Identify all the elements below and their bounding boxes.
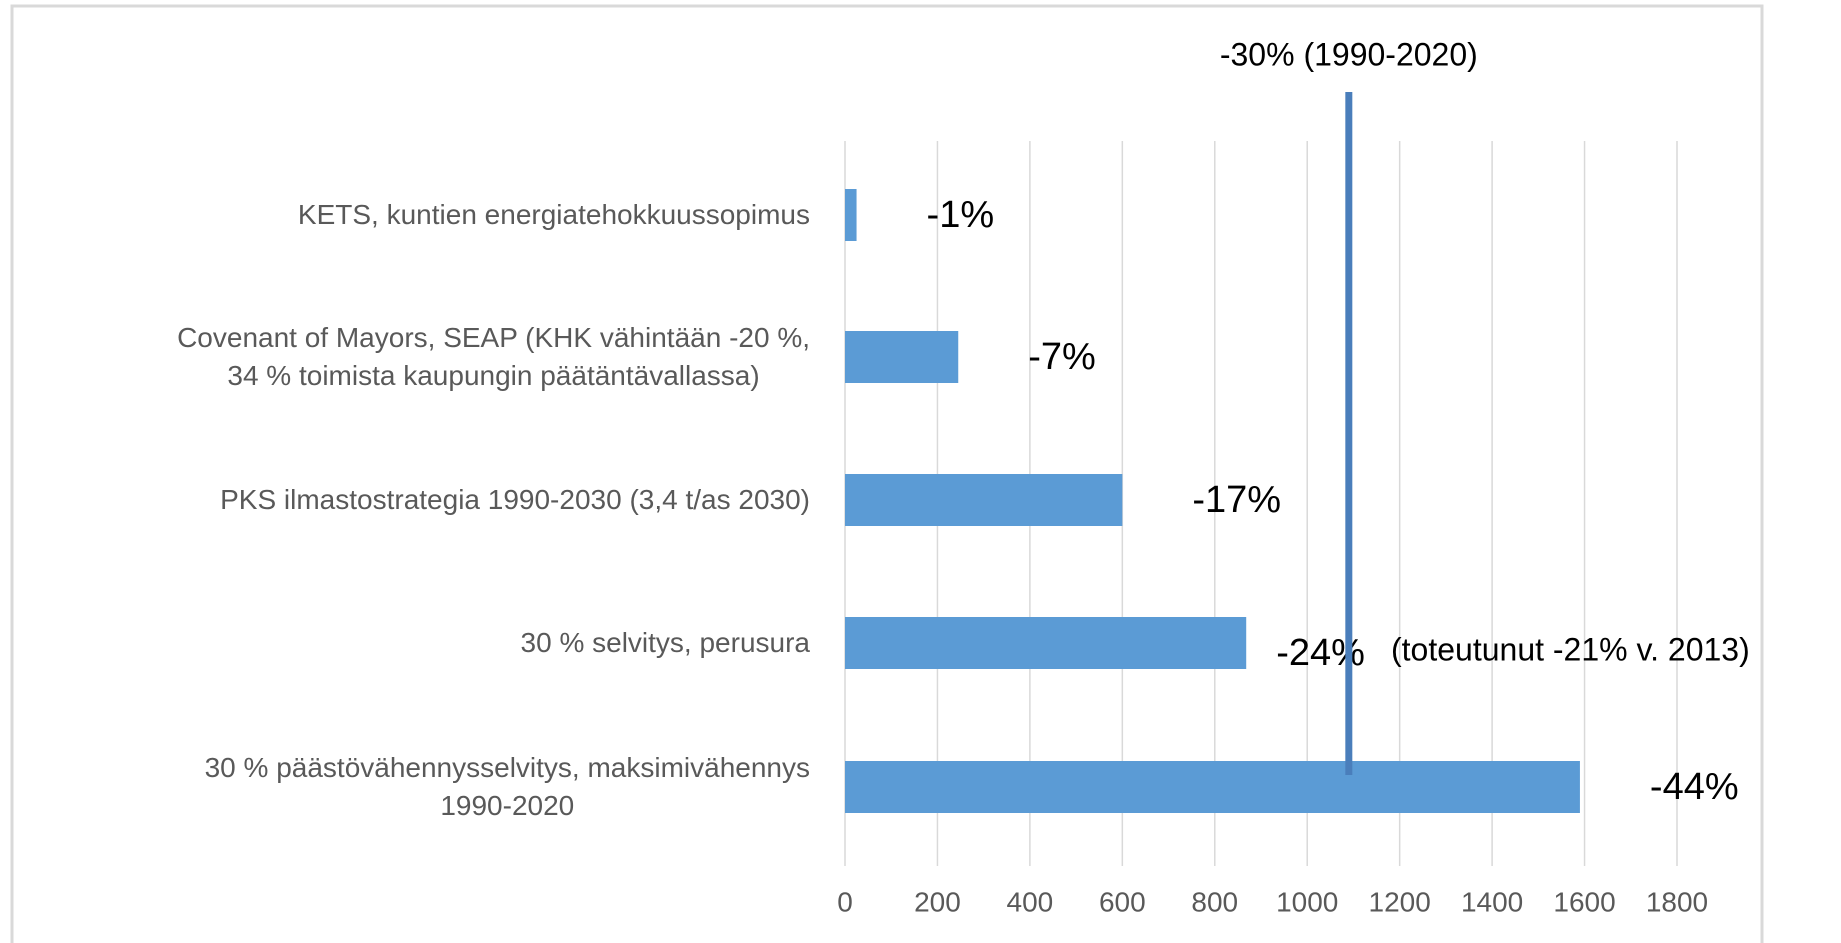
bar-annotation: -17%	[1192, 479, 1281, 521]
category-label: Covenant of Mayors, SEAP (KHK vähintään …	[177, 322, 810, 391]
reference-label: -30% (1990-2020)	[1220, 36, 1478, 72]
bar-annotation: -44%	[1650, 766, 1739, 808]
category-label: 30 % päästövähennysselvitys, maksimivähe…	[204, 752, 810, 821]
x-tick-label: 1600	[1553, 886, 1615, 917]
category-label: 30 % selvitys, perusura	[520, 627, 810, 658]
bar	[845, 331, 959, 383]
x-tick-label: 400	[1007, 886, 1054, 917]
x-tick-label: 1200	[1369, 886, 1431, 917]
category-label: PKS ilmastostrategia 1990-2030 (3,4 t/as…	[220, 484, 810, 515]
x-tick-label: 0	[837, 886, 853, 917]
x-tick-label: 600	[1099, 886, 1146, 917]
x-tick-label: 1400	[1461, 886, 1523, 917]
bar-annotation: -7%	[1028, 336, 1096, 378]
x-tick-label: 800	[1191, 886, 1238, 917]
x-tick-label: 1800	[1646, 886, 1708, 917]
category-label: KETS, kuntien energiatehokkuussopimus	[297, 199, 810, 230]
frame	[10, 4, 1764, 943]
x-tick-label: 200	[914, 886, 961, 917]
bar-annotation: -1%	[927, 194, 995, 236]
bar	[845, 474, 1123, 526]
bar	[845, 617, 1247, 669]
x-tick-label: 1000	[1276, 886, 1338, 917]
bar	[845, 189, 857, 241]
bar	[845, 761, 1580, 813]
note: (toteutunut -21% v. 2013)	[1391, 631, 1750, 667]
